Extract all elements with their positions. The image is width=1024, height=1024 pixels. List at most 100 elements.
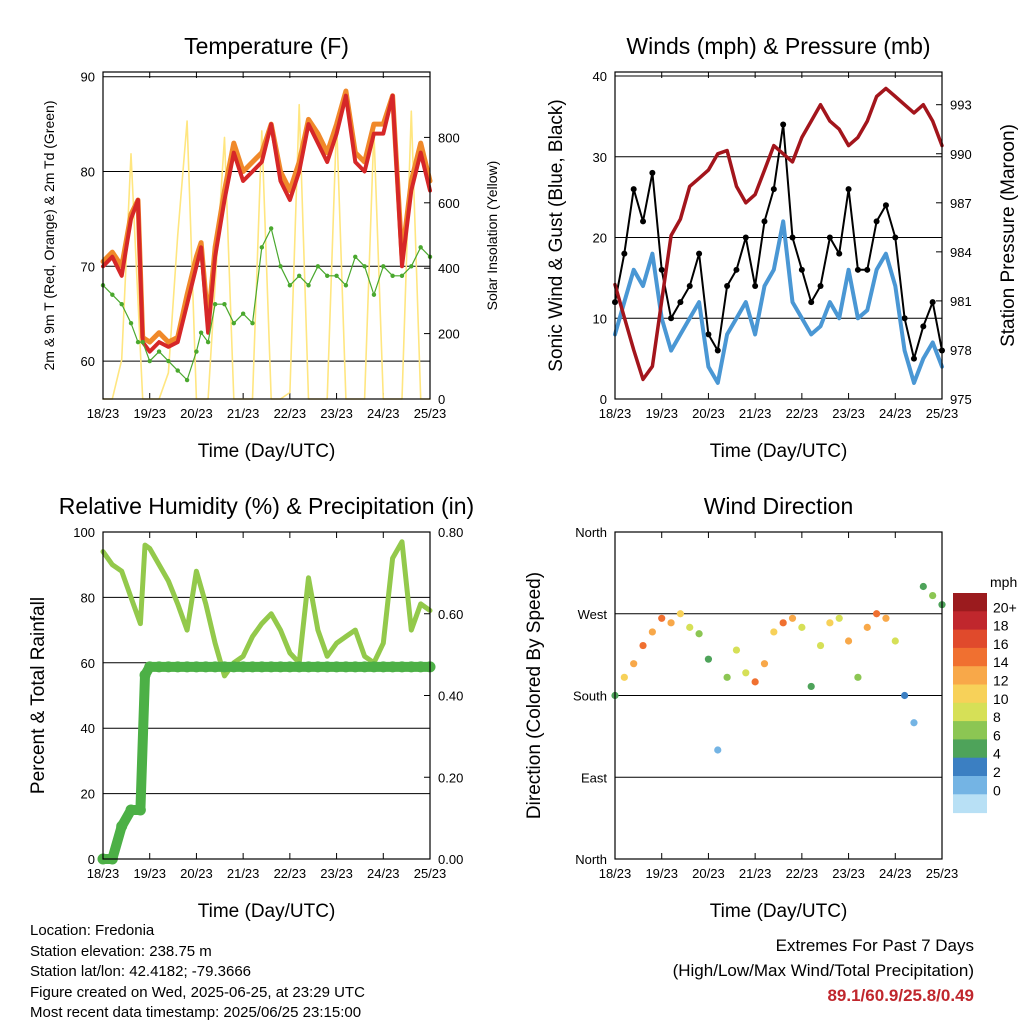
direction-point xyxy=(639,641,647,650)
colorbar-swatch xyxy=(953,794,987,814)
precip-point xyxy=(190,661,202,673)
y-right-tick-label: 981 xyxy=(950,294,972,309)
x-axis-label: Time (Day/UTC) xyxy=(710,441,848,462)
y-right-tick-label: 0.20 xyxy=(438,770,463,785)
precip-point xyxy=(405,661,417,673)
precip-point xyxy=(200,661,212,673)
direction-point xyxy=(620,673,628,681)
x-tick-label: 22/23 xyxy=(274,406,307,421)
colorbar-label: 6 xyxy=(993,727,1001,743)
direction-point xyxy=(910,719,918,727)
gust-line xyxy=(614,123,943,360)
gust-point xyxy=(733,266,740,273)
precip-point xyxy=(116,820,128,832)
chart-title: Winds (mph) & Pressure (mb) xyxy=(626,33,930,59)
gust-point xyxy=(798,266,805,273)
x-tick-label: 21/23 xyxy=(739,406,772,421)
precip-point xyxy=(415,661,427,673)
gust-point xyxy=(742,234,749,241)
y-right-tick-label: 600 xyxy=(438,196,460,211)
direction-point xyxy=(919,582,927,591)
gust-point xyxy=(845,186,852,193)
x-tick-label: 20/23 xyxy=(692,406,725,421)
x-tick-label: 20/23 xyxy=(180,866,213,881)
colorbar-swatch xyxy=(953,647,987,667)
x-tick-label: 24/23 xyxy=(367,866,400,881)
chart-panel-1: Temperature (F) 18/23 19/23 20/23 21/23 22/23… xyxy=(41,33,500,462)
y-right-tick-label: 200 xyxy=(438,327,460,342)
chart-title: Temperature (F) xyxy=(184,33,349,59)
station-elevation: Station elevation: 238.75 m xyxy=(30,942,212,960)
y-right-tick-label: 975 xyxy=(950,392,972,407)
x-tick-label: 18/23 xyxy=(599,866,632,881)
y-tick-label: 0 xyxy=(88,852,95,867)
y-tick-label: 20 xyxy=(593,231,607,246)
y-tick-label: East xyxy=(581,770,607,785)
x-tick-label: 18/23 xyxy=(87,406,120,421)
x-tick-label: 25/23 xyxy=(926,866,959,881)
x-tick-label: 19/23 xyxy=(133,406,166,421)
y-tick-label: 70 xyxy=(81,259,95,274)
direction-point xyxy=(807,682,815,691)
precip-point xyxy=(349,661,361,673)
direction-point xyxy=(779,619,787,627)
gust-point xyxy=(770,186,777,193)
gust-point xyxy=(854,266,861,273)
x-tick-label: 24/23 xyxy=(879,866,912,881)
y-axis-label: Percent & Total Rainfall xyxy=(28,597,49,794)
y-tick-label: 100 xyxy=(73,525,95,540)
station-location: Location: Fredonia xyxy=(30,922,155,939)
precip-point xyxy=(139,669,151,681)
y-right-tick-label: 0.00 xyxy=(438,852,463,867)
x-tick-label: 24/23 xyxy=(879,406,912,421)
precip-point xyxy=(256,661,268,673)
colorbar-label: 0 xyxy=(993,782,1001,798)
gust-point xyxy=(873,218,880,225)
y-axis-label: 2m & 9m T (Red, Orange) & 2m Td (Green) xyxy=(41,101,57,371)
direction-point xyxy=(882,614,890,622)
wind-line xyxy=(613,219,944,385)
direction-point xyxy=(788,614,797,622)
y-right-tick-label: 400 xyxy=(438,261,460,276)
direction-point xyxy=(695,630,703,638)
direction-point xyxy=(891,637,899,645)
direction-point xyxy=(844,637,853,645)
gust-point xyxy=(686,282,693,289)
colorbar-swatch xyxy=(953,684,987,704)
precip-point xyxy=(303,661,315,673)
direction-point xyxy=(760,660,769,668)
pressure-line xyxy=(613,86,944,382)
precip-point xyxy=(284,661,296,673)
station-latlon: Station lat/lon: 42.4182; -79.3666 xyxy=(30,963,252,980)
precip-point xyxy=(331,661,343,673)
y-tick-label: 80 xyxy=(81,590,95,605)
colorbar-swatch xyxy=(953,629,987,649)
y-right-tick-label: 993 xyxy=(950,98,972,113)
colorbar-label: 14 xyxy=(993,654,1009,670)
direction-point xyxy=(770,628,778,636)
y-tick-label: 10 xyxy=(593,311,607,326)
x-tick-label: 21/23 xyxy=(227,406,260,421)
gust-point xyxy=(752,282,759,289)
gust-point xyxy=(621,250,628,257)
y-tick-label: North xyxy=(575,525,607,540)
direction-point xyxy=(854,673,862,681)
gust-point xyxy=(640,218,647,225)
precip-point xyxy=(134,804,146,816)
gust-point xyxy=(920,323,927,330)
extremes-values: 89.1/60.9/25.8/0.49 xyxy=(827,986,974,1005)
direction-point xyxy=(686,623,694,631)
t9m-line xyxy=(100,88,433,345)
gust-point xyxy=(724,282,731,289)
x-tick-label: 18/23 xyxy=(599,406,632,421)
y-right-tick-label: 800 xyxy=(438,130,460,145)
plot-border xyxy=(614,531,943,860)
direction-point xyxy=(873,610,881,618)
y-tick-label: 20 xyxy=(81,787,95,802)
direction-point xyxy=(676,610,685,618)
gust-point xyxy=(808,299,815,306)
colorbar-label: 12 xyxy=(993,673,1009,689)
plot-border xyxy=(102,71,431,400)
precip-point xyxy=(246,661,258,673)
